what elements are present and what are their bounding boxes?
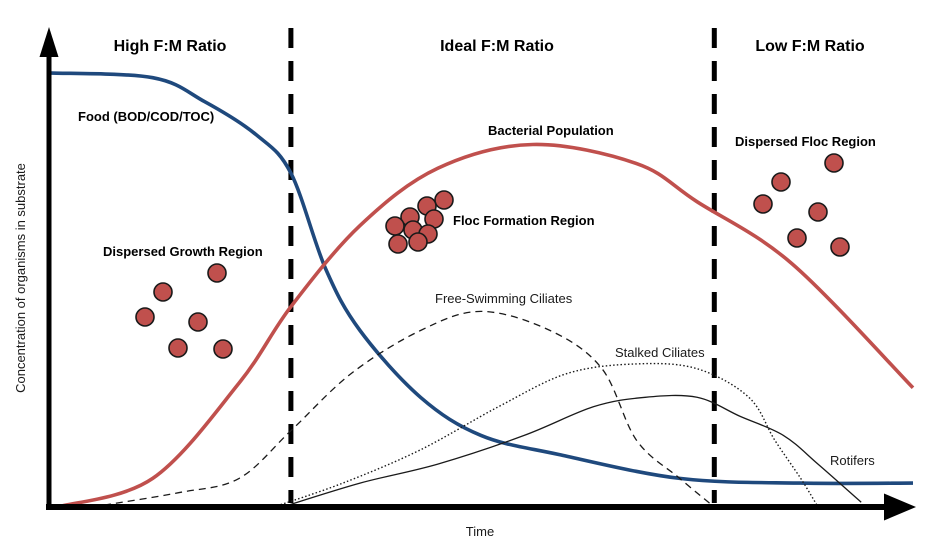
floc-clusters-layer xyxy=(135,153,850,359)
dispersed-growth-flocs xyxy=(135,263,233,359)
floc-particle-icon xyxy=(787,228,807,248)
floc-particle-icon xyxy=(168,338,188,358)
axes-group xyxy=(39,27,916,521)
rotifers-curve xyxy=(282,394,862,508)
stalked-ciliates-curve-label: Stalked Ciliates xyxy=(615,345,705,360)
floc-particle-icon xyxy=(135,307,155,327)
floc-particle-icon xyxy=(830,237,850,257)
labels-layer: High F:M Ratio Ideal F:M Ratio Low F:M R… xyxy=(13,38,876,539)
floc-particle-icon xyxy=(808,202,828,222)
y-axis-label: Concentration of organisms in substrate xyxy=(13,163,28,393)
floc-particle-icon xyxy=(824,153,844,173)
curves-layer xyxy=(48,71,915,509)
bacterial-population-curve xyxy=(57,142,915,509)
floc-particle-icon xyxy=(207,263,227,283)
floc-particle-icon xyxy=(408,232,428,252)
floc-particle-icon xyxy=(753,194,773,214)
region-dividers-layer xyxy=(288,28,717,503)
floc-particle-icon xyxy=(213,339,233,359)
x-axis-label: Time xyxy=(466,524,494,539)
region-title-high-fm: High F:M Ratio xyxy=(114,38,227,55)
floc-particle-icon xyxy=(434,190,454,210)
floc-particle-icon xyxy=(385,216,405,236)
bacterial-population-curve-label: Bacterial Population xyxy=(488,123,614,138)
dispersed-floc-region-label: Dispersed Floc Region xyxy=(735,134,876,149)
floc-particle-icon xyxy=(188,312,208,332)
free-swimming-ciliates-curve-label: Free-Swimming Ciliates xyxy=(435,291,573,306)
dispersed-floc-flocs xyxy=(753,153,850,257)
food-curve-label: Food (BOD/COD/TOC) xyxy=(78,109,214,124)
region-title-low-fm: Low F:M Ratio xyxy=(755,38,865,55)
floc-formation-flocs xyxy=(385,190,454,254)
floc-formation-region-label: Floc Formation Region xyxy=(453,213,595,228)
floc-particle-icon xyxy=(771,172,791,192)
rotifers-curve-label: Rotifers xyxy=(830,453,875,468)
stalked-ciliates-curve xyxy=(273,362,819,508)
region-title-ideal-fm: Ideal F:M Ratio xyxy=(440,38,554,55)
floc-particle-icon xyxy=(153,282,173,302)
y-axis-arrow-icon xyxy=(39,27,59,57)
dispersed-growth-region-label: Dispersed Growth Region xyxy=(103,244,263,259)
food-curve xyxy=(48,71,914,486)
floc-particle-icon xyxy=(388,234,408,254)
free-swimming-ciliates-curve xyxy=(92,310,715,508)
x-axis-arrow-icon xyxy=(884,493,916,521)
